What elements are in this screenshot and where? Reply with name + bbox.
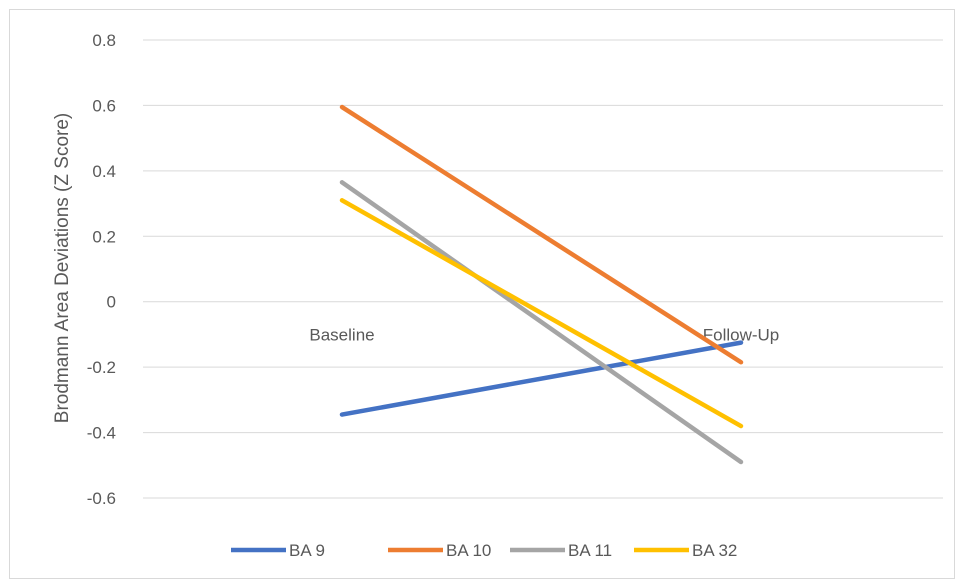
y-axis-title: Brodmann Area Deviations (Z Score) [52,113,73,423]
series-line-ba-9 [339,340,744,417]
category-label: Baseline [309,326,374,345]
series-line-ba-11 [339,180,744,465]
legend-label: BA 9 [289,541,325,560]
y-tick-label: -0.4 [87,424,116,443]
legend-label: BA 32 [692,541,737,560]
y-tick-labels: 0.8 0.6 0.4 0.2 0 -0.2 -0.4 -0.6 [87,31,116,508]
series-line-ba-10 [339,104,744,365]
category-labels: Baseline Follow-Up [309,326,779,345]
y-tick-label: 0.4 [92,162,116,181]
y-tick-label: 0 [107,293,116,312]
legend-label: BA 11 [568,541,612,560]
y-tick-label: 0.6 [92,96,116,115]
series-line-ba-32 [339,198,744,429]
y-tick-label: 0.8 [92,31,116,50]
category-label: Follow-Up [703,326,780,345]
legend-label: BA 10 [446,541,491,560]
series-lines [339,104,744,465]
y-tick-label: -0.6 [87,489,116,508]
legend: BA 9 BA 10 BA 11 BA 32 [231,541,737,560]
y-tick-label: -0.2 [87,358,116,377]
gridlines [143,39,943,499]
chart-area [9,9,955,579]
y-tick-label: 0.2 [92,227,116,246]
